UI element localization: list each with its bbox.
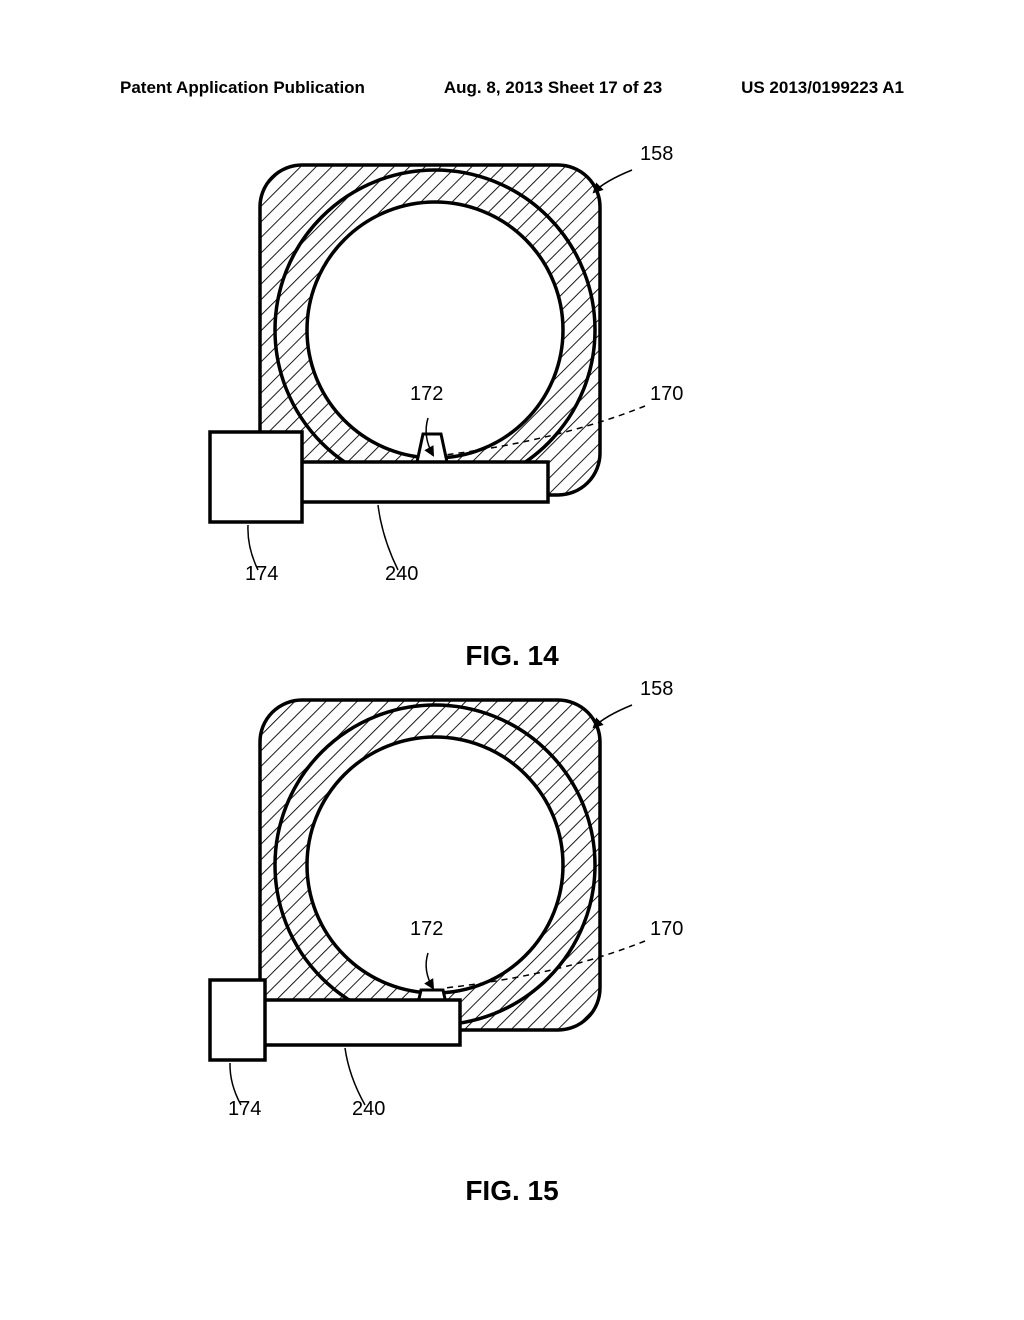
ref-label-158: 158 <box>640 143 673 165</box>
inner-circle <box>307 737 563 993</box>
leader-line <box>594 705 632 727</box>
patient-table-240 <box>250 1000 460 1045</box>
leader-line <box>594 170 632 192</box>
fig14: 158 170 172 174 240 <box>210 143 683 585</box>
inner-circle <box>307 202 563 458</box>
nub-172 <box>417 434 447 462</box>
ref-label-158: 158 <box>640 678 673 700</box>
leader-line <box>345 1048 365 1105</box>
leader-line <box>378 505 398 570</box>
cabinet-174 <box>210 432 302 522</box>
ref-label-240: 240 <box>385 563 418 585</box>
ref-label-172: 172 <box>410 918 443 940</box>
ref-label-170: 170 <box>650 918 683 940</box>
ref-label-174: 174 <box>245 563 278 585</box>
ref-label-174: 174 <box>228 1098 261 1120</box>
ref-label-240: 240 <box>352 1098 385 1120</box>
figure-15-caption: FIG. 15 <box>0 1175 1024 1207</box>
figure-14-caption: FIG. 14 <box>0 640 1024 672</box>
patient-table-240 <box>298 462 548 502</box>
cabinet-174 <box>210 980 265 1060</box>
fig15: 158 170 172 174 240 <box>210 678 683 1120</box>
ref-label-170: 170 <box>650 383 683 405</box>
ref-label-172: 172 <box>410 383 443 405</box>
